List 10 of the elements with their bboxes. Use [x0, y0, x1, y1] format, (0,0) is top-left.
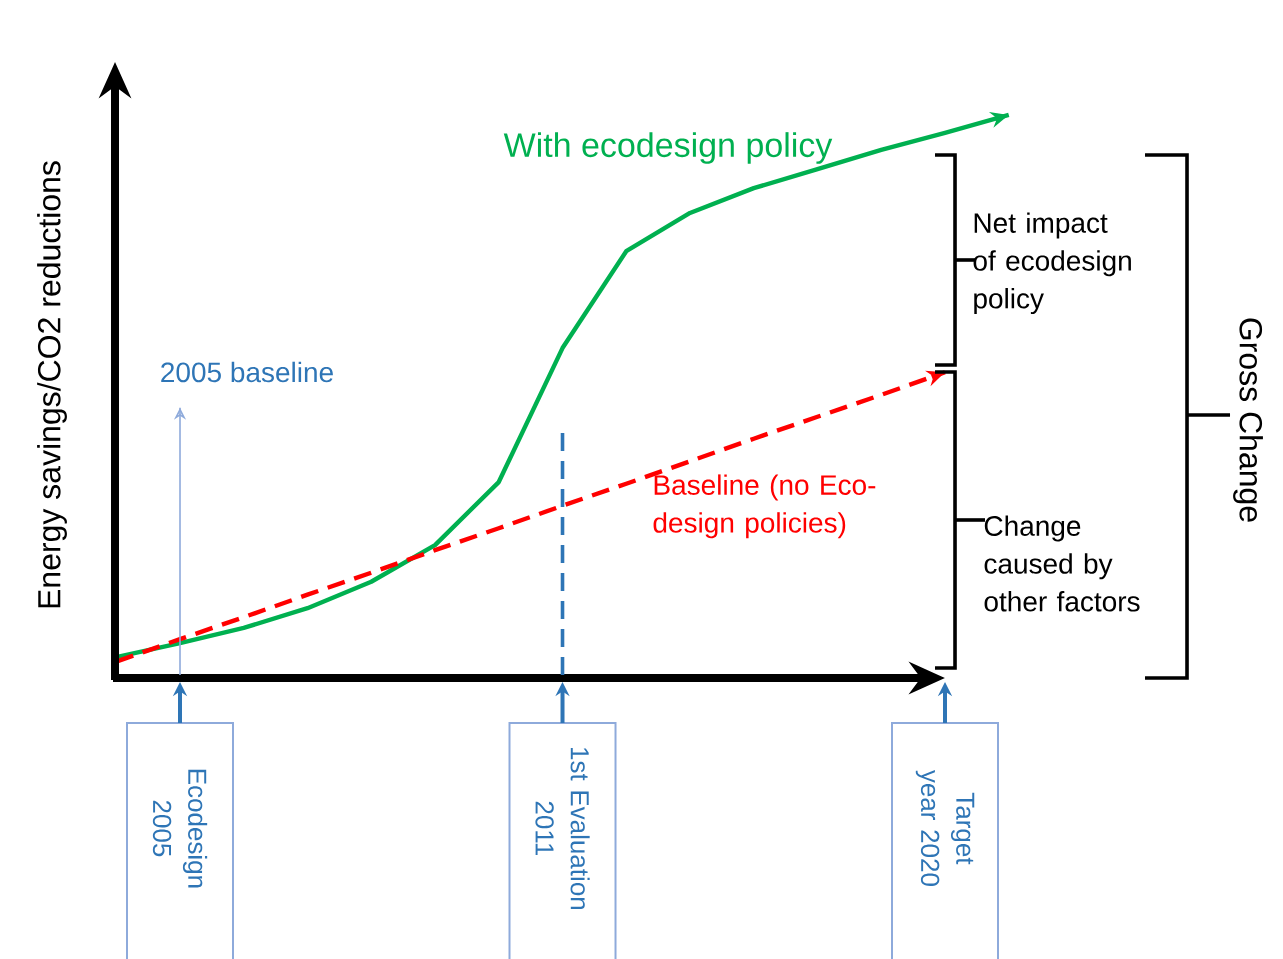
- x-tick-label: 1st Evaluation 2011: [535, 747, 590, 910]
- series-label: Baseline (no Eco-design policies): [653, 474, 876, 539]
- annotation: Change caused by other factors: [984, 515, 1140, 612]
- x-tick-label: Ecodesign 2005: [152, 769, 208, 888]
- ref-line-label: 2005 baseline: [161, 361, 333, 383]
- y-axis-title: Energy savings/CO2 reductions: [37, 161, 67, 608]
- text: Gross Change: [1233, 318, 1263, 522]
- annotation: Net impact of ecodesign policy: [973, 212, 1131, 315]
- x-tick-label: Target year 2020: [915, 769, 975, 886]
- series-label: With ecodesign policy: [503, 132, 833, 164]
